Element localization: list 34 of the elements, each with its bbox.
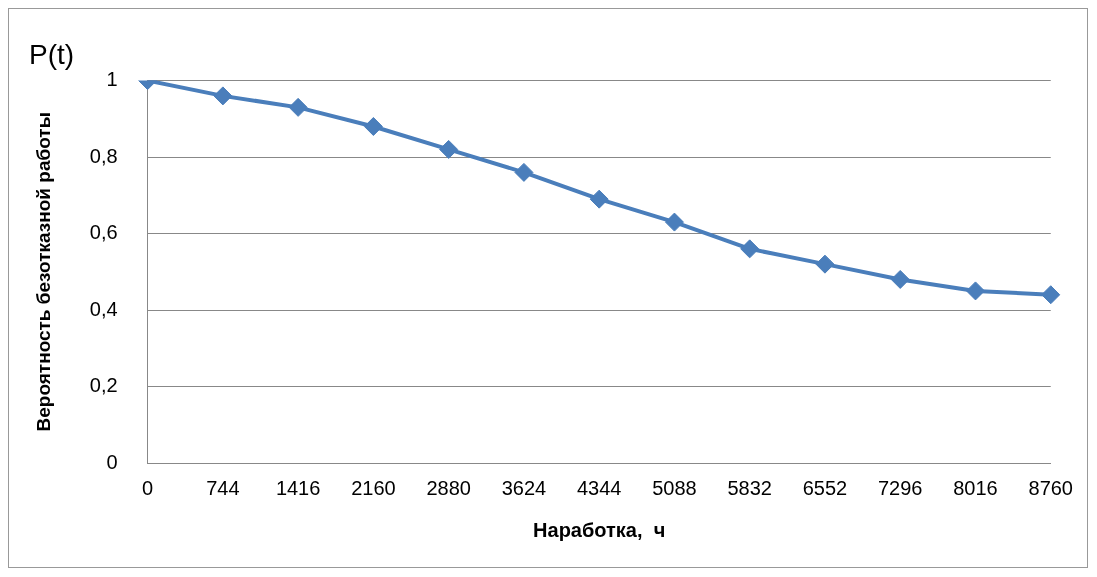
y-axis-title: Вероятность безотказной работы: [32, 112, 54, 432]
point: [815, 254, 835, 274]
point: [589, 189, 609, 209]
x-tick-label: 7296: [877, 476, 923, 499]
x-tick-label: 8760: [1028, 476, 1073, 499]
x-tick-label: 5832: [727, 476, 772, 499]
point: [965, 281, 985, 301]
x-tick-label: 0: [142, 476, 154, 499]
point: [288, 97, 308, 117]
y-tick-label: 0,8: [89, 144, 118, 167]
x-axis-title: Наработка, ч: [533, 518, 666, 541]
point: [1041, 285, 1061, 305]
point: [890, 269, 910, 289]
point: [664, 212, 684, 232]
x-tick-label: 8016: [953, 476, 998, 499]
x-tick-label: 1416: [275, 476, 321, 499]
y-tick-label: 1: [106, 68, 118, 91]
y-tick-label: 0,2: [89, 374, 118, 397]
y-tick-label: 0: [106, 450, 118, 473]
x-tick-label: 2160: [351, 476, 396, 499]
y-tick-label: 0,6: [89, 221, 118, 244]
point: [514, 162, 534, 182]
x-tick-label: 2880: [426, 476, 471, 499]
x-tick-label: 3624: [501, 476, 547, 499]
x-tick-label: 6552: [802, 476, 848, 499]
chart-title: P(t): [29, 38, 75, 70]
point: [439, 139, 459, 159]
y-tick-label: 0,4: [89, 297, 118, 320]
point: [363, 116, 383, 136]
point: [213, 86, 233, 106]
x-tick-label: 744: [206, 476, 240, 499]
x-tick-label: 5088: [652, 476, 697, 499]
x-tick-label: 4344: [576, 476, 622, 499]
point: [740, 239, 760, 259]
